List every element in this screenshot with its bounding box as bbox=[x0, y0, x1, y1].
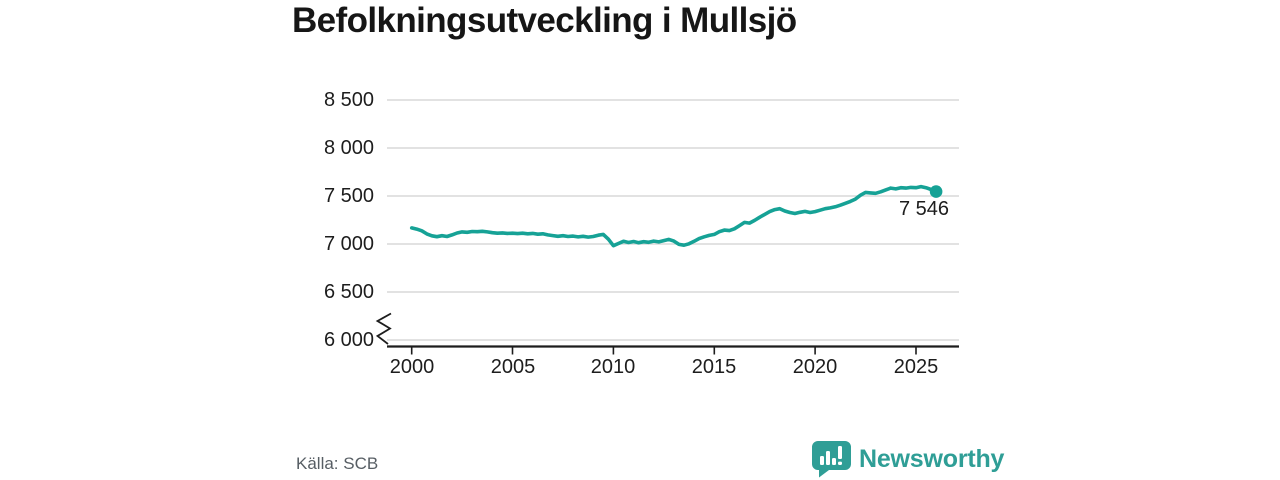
y-tick-label: 8 500 bbox=[323, 89, 374, 111]
newsworthy-logo-icon bbox=[812, 441, 851, 478]
axis-break-icon bbox=[375, 312, 392, 345]
x-tick-label: 2015 bbox=[691, 356, 737, 378]
newsworthy-logo[interactable]: Newsworthy bbox=[811, 440, 1004, 478]
x-tick-label: 2005 bbox=[490, 356, 536, 378]
x-tick-label: 2020 bbox=[792, 356, 838, 378]
x-tick-label: 2010 bbox=[590, 356, 636, 378]
x-tick-label: 2000 bbox=[389, 356, 435, 378]
y-tick-label: 7 000 bbox=[323, 233, 374, 255]
y-tick-label: 6 000 bbox=[323, 329, 374, 351]
x-tick-label: 2025 bbox=[893, 356, 939, 378]
chart-title: Befolkningsutveckling i Mullsjö bbox=[292, 1, 797, 40]
end-point-dot bbox=[929, 185, 943, 198]
y-tick-label: 8 000 bbox=[323, 137, 374, 159]
y-tick-label: 7 500 bbox=[323, 185, 374, 207]
population-series-line bbox=[409, 184, 938, 248]
source-note: Källa: SCB bbox=[296, 454, 379, 473]
newsworthy-logo-text: Newsworthy bbox=[859, 444, 1005, 473]
last-value-label: 7 546 bbox=[899, 198, 950, 220]
y-tick-label: 6 500 bbox=[323, 281, 374, 303]
